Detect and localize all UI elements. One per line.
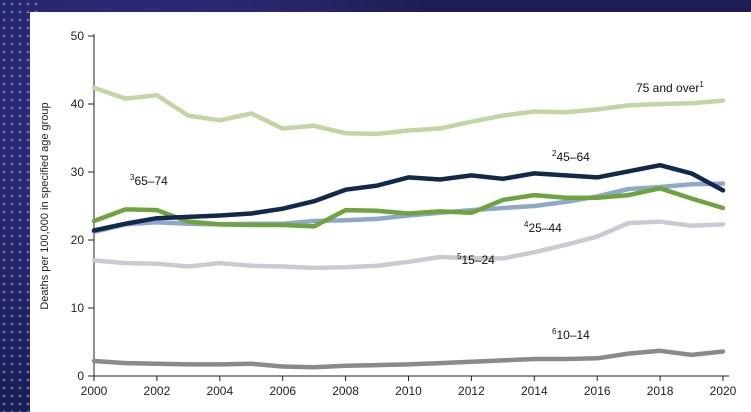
series-line-75-and-over <box>91 85 726 137</box>
y-tick-label: 40 <box>71 97 85 111</box>
footnote-marker: 2 <box>552 149 557 158</box>
y-tick-label: 20 <box>71 233 85 247</box>
footnote-marker: 3 <box>130 173 135 182</box>
series-label: 245–64 <box>552 149 590 164</box>
footnote-marker: 5 <box>457 252 462 261</box>
x-tick-label: 2010 <box>395 384 422 398</box>
line-chart: Deaths per 100,000 in specified age grou… <box>39 29 737 398</box>
x-tick-label: 2002 <box>144 384 171 398</box>
series-label-text: 75 and over <box>636 81 699 95</box>
y-tick-label: 30 <box>71 165 85 179</box>
series-label-text: 25–44 <box>528 221 562 235</box>
x-tick-label: 2008 <box>332 384 359 398</box>
series-line-45-64 <box>91 162 726 233</box>
series-label-text: 45–64 <box>556 150 590 164</box>
x-tick-label: 2004 <box>206 384 233 398</box>
x-tick-label: 2000 <box>81 384 108 398</box>
x-tick-label: 2012 <box>458 384 485 398</box>
y-tick-label: 10 <box>71 301 85 315</box>
footnote-marker: 6 <box>552 327 557 336</box>
x-tick-label: 2020 <box>710 384 737 398</box>
series-line-65-74 <box>91 186 726 229</box>
y-axis-title: Deaths per 100,000 in specified age grou… <box>39 102 51 309</box>
series-label: 425–44 <box>524 220 562 235</box>
series-label-text: 65–74 <box>134 174 168 188</box>
series-label: 365–74 <box>130 173 168 188</box>
series-line-15-24 <box>91 219 726 271</box>
footnote-marker: 1 <box>699 80 704 89</box>
series-label: 75 and over1 <box>636 80 704 95</box>
y-tick-label: 50 <box>71 29 85 43</box>
x-tick-label: 2018 <box>647 384 674 398</box>
series-label-text: 10–14 <box>556 328 590 342</box>
x-tick-label: 2006 <box>269 384 296 398</box>
series-label: 610–14 <box>552 327 590 342</box>
series-label: 515–24 <box>457 252 495 267</box>
series-line-10-14 <box>91 348 726 370</box>
footnote-marker: 4 <box>524 220 529 229</box>
chart-panel: Deaths per 100,000 in specified age grou… <box>30 12 751 412</box>
x-tick-label: 2014 <box>521 384 548 398</box>
series-label-text: 15–24 <box>461 253 495 267</box>
y-tick-label: 0 <box>77 369 84 383</box>
x-tick-label: 2016 <box>584 384 611 398</box>
